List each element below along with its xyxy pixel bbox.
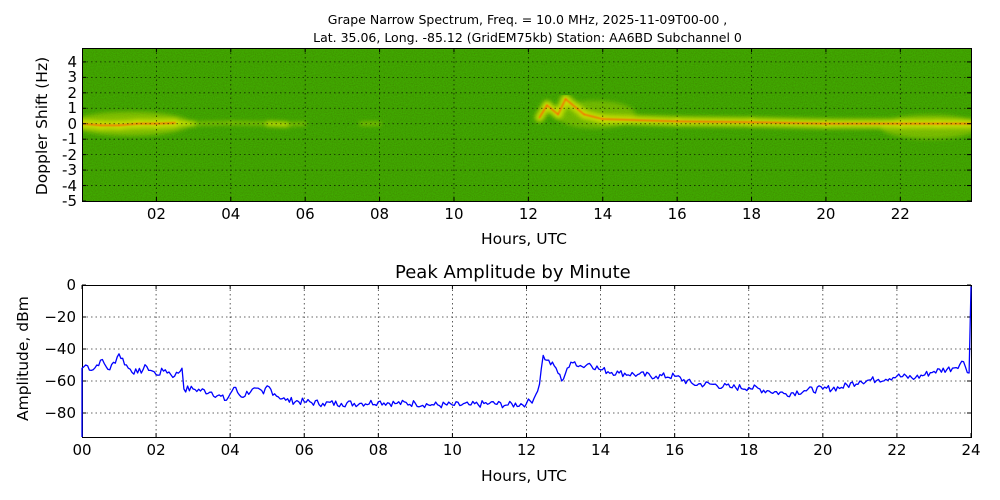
figure-title-line-1: Grape Narrow Spectrum, Freq. = 10.0 MHz,… (327, 12, 728, 27)
spectrogram-y-tick-label: -4 (62, 176, 77, 195)
spectrogram-y-tick-label: 1 (67, 99, 77, 118)
spectrogram-x-tick-label: 16 (667, 205, 687, 223)
amplitude-x-axis-label: Hours, UTC (481, 467, 567, 485)
spectrogram-x-tick-label: 02 (146, 205, 166, 223)
spectrogram-y-tick-label: -2 (62, 145, 77, 164)
amplitude-x-tick-label: 14 (591, 441, 611, 459)
amplitude-y-tick-label: −80 (44, 404, 76, 422)
spectrogram-y-tick-label: 4 (67, 52, 77, 71)
spectrogram-x-tick-label: 04 (221, 205, 241, 223)
spectrogram-x-tick-label: 14 (593, 205, 613, 223)
spectrogram-y-tick-label: -3 (62, 161, 77, 180)
spectrogram-x-tick-label: 22 (890, 205, 910, 223)
amplitude-x-tick-label: 20 (813, 441, 833, 459)
amplitude-chart-title: Peak Amplitude by Minute (395, 262, 631, 283)
spectrogram-image (83, 49, 971, 201)
amplitude-y-tick-label: −60 (44, 372, 76, 390)
spectrogram-x-tick-label: 18 (741, 205, 762, 223)
spectrogram-x-axis-label: Hours, UTC (481, 230, 567, 248)
amplitude-y-tick-label: 0 (66, 276, 76, 294)
spectrogram-x-tick-label: 08 (370, 205, 390, 223)
amplitude-y-tick-label: −20 (44, 308, 76, 326)
spectrogram-y-tick-label: -5 (62, 192, 77, 210)
spectrogram-x-tick-label: 10 (444, 205, 464, 223)
amplitude-x-tick-label: 22 (887, 441, 907, 459)
amplitude-x-tick-label: 18 (739, 441, 759, 459)
figure-title-line-2: Lat. 35.06, Long. -85.12 (GridEM75kb) St… (313, 30, 742, 45)
spectrogram-y-tick-label: 3 (67, 68, 77, 87)
amplitude-x-tick-label: 12 (516, 441, 537, 459)
amplitude-y-axis-label: Amplitude, dBm (14, 296, 32, 421)
spectrogram-x-tick-label: 06 (295, 205, 315, 223)
amplitude-x-tick-label: 00 (72, 441, 92, 459)
spectrogram-x-tick-label: 20 (816, 205, 836, 223)
spectrogram-y-tick-label: 0 (67, 114, 77, 133)
amplitude-x-tick-label: 06 (294, 441, 314, 459)
amplitude-x-tick-label: 16 (665, 441, 685, 459)
amplitude-x-tick-label: 04 (220, 441, 240, 459)
spectrogram-y-tick-label: -1 (62, 130, 77, 149)
amplitude-x-tick-label: 02 (146, 441, 166, 459)
spectrogram-x-tick-label: 12 (518, 205, 538, 223)
amplitude-x-tick-label: 24 (961, 441, 981, 459)
amplitude-y-tick-label: −40 (44, 340, 76, 358)
amplitude-x-tick-label: 10 (442, 441, 462, 459)
spectrogram-y-tick-label: 2 (67, 83, 77, 102)
amplitude-x-tick-label: 08 (368, 441, 388, 459)
amplitude-line-series (81, 286, 972, 437)
